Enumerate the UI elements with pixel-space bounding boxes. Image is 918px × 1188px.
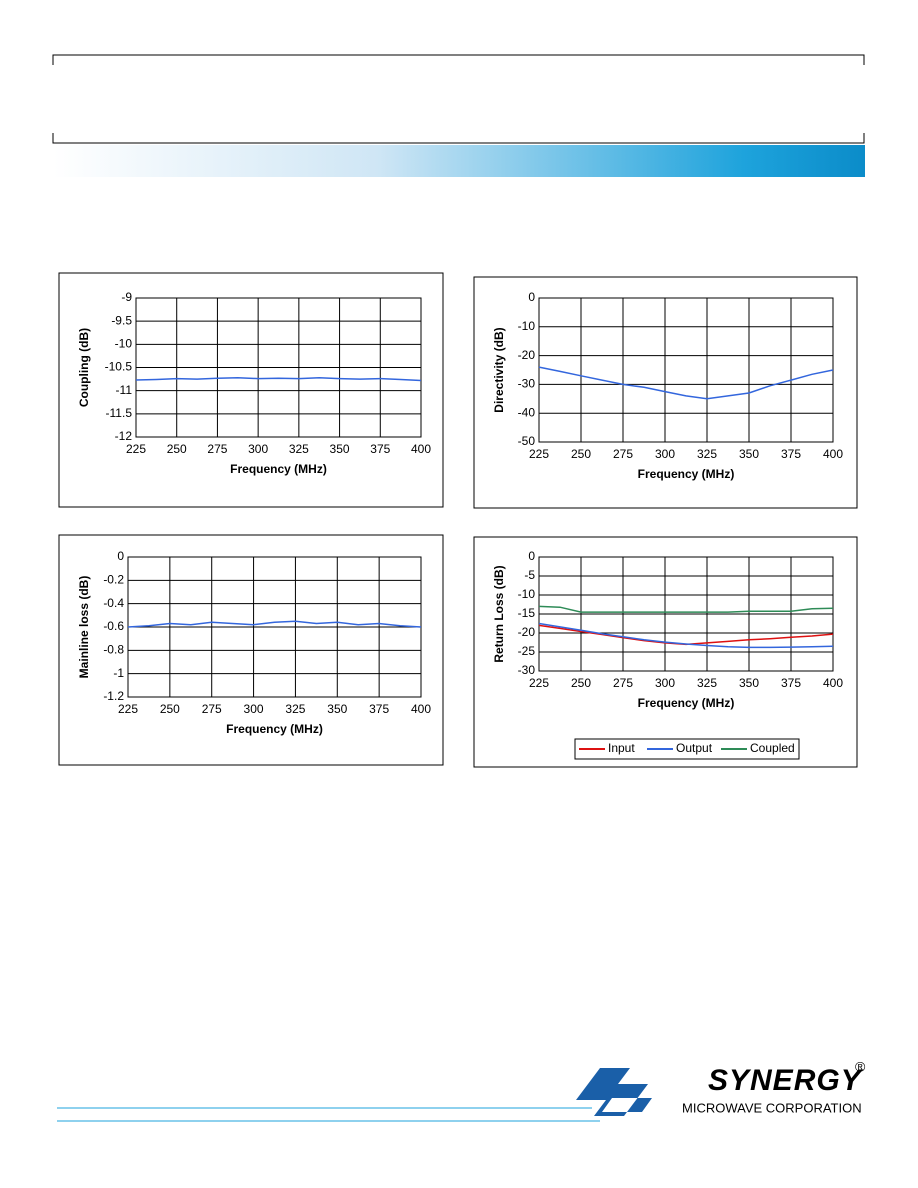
x-tick-label: 275: [613, 447, 633, 461]
y-tick-label: 0: [528, 549, 535, 563]
logo-icon: [576, 1068, 652, 1116]
y-tick-label: -11: [116, 383, 133, 397]
y-tick-label: -0.2: [103, 573, 124, 587]
x-tick-label: 375: [781, 447, 801, 461]
x-tick-label: 275: [202, 702, 222, 716]
y-tick-label: -50: [518, 434, 536, 448]
y-tick-label: -20: [518, 348, 536, 362]
x-axis-label: Frequency (MHz): [226, 722, 323, 736]
x-axis-label: Frequency (MHz): [638, 696, 735, 710]
y-tick-label: -9.5: [111, 313, 132, 327]
y-tick-label: -0.4: [103, 596, 124, 610]
legend-label: Coupled: [750, 741, 795, 755]
x-tick-label: 375: [369, 702, 389, 716]
y-tick-label: -10: [518, 319, 536, 333]
x-tick-label: 400: [823, 676, 843, 690]
x-tick-label: 275: [613, 676, 633, 690]
x-tick-label: 375: [781, 676, 801, 690]
data-line: [538, 622, 834, 649]
x-tick-label: 300: [655, 676, 675, 690]
x-tick-label: 375: [370, 442, 390, 456]
data-line: [538, 366, 834, 400]
data-line: [135, 376, 422, 382]
x-tick-label: 325: [697, 676, 717, 690]
y-tick-label: -15: [518, 606, 536, 620]
legend-frame: [574, 738, 800, 760]
footer: SYNERGY ® MICROWAVE CORPORATION: [57, 1059, 866, 1122]
x-tick-label: 325: [289, 442, 309, 456]
x-tick-label: 400: [411, 442, 431, 456]
logo-subtitle: MICROWAVE CORPORATION: [682, 1100, 862, 1115]
x-tick-label: 350: [330, 442, 350, 456]
x-tick-label: 225: [529, 676, 549, 690]
legend-label: Output: [676, 741, 713, 755]
x-tick-label: 300: [655, 447, 675, 461]
x-tick-label: 275: [207, 442, 227, 456]
legend: Input Output Coupled: [574, 738, 800, 760]
x-tick-label: 325: [285, 702, 305, 716]
y-tick-label: -11.5: [106, 406, 133, 420]
y-tick-label: -10: [115, 337, 133, 351]
data-line: [538, 605, 834, 613]
logo-name: SYNERGY: [708, 1064, 864, 1097]
y-tick-label: -12: [115, 429, 133, 443]
y-tick-label: -9: [121, 290, 132, 304]
x-tick-label: 250: [571, 447, 591, 461]
x-axis-label: Frequency (MHz): [638, 467, 735, 481]
y-tick-label: -5: [524, 568, 535, 582]
x-tick-label: 350: [739, 676, 759, 690]
x-axis-label: Frequency (MHz): [230, 462, 327, 476]
x-tick-label: 350: [739, 447, 759, 461]
y-tick-label: -30: [518, 663, 536, 677]
y-tick-label: -10.5: [105, 360, 133, 374]
y-tick-label: -25: [518, 644, 536, 658]
data-line: [127, 620, 422, 628]
y-tick-label: -0.8: [103, 643, 124, 657]
y-axis-label: Directivity (dB): [492, 327, 506, 412]
logo-mark: ®: [855, 1059, 866, 1075]
y-tick-label: -20: [518, 625, 536, 639]
x-tick-label: 225: [126, 442, 146, 456]
y-axis-label: Return Loss (dB): [492, 565, 506, 662]
x-tick-label: 325: [697, 447, 717, 461]
y-tick-label: -1: [113, 666, 124, 680]
y-tick-label: -30: [518, 377, 536, 391]
plot-area: [135, 297, 422, 438]
x-tick-label: 225: [118, 702, 138, 716]
x-tick-label: 250: [571, 676, 591, 690]
y-tick-label: 0: [117, 549, 124, 563]
x-tick-label: 250: [167, 442, 187, 456]
legend-label: Input: [608, 741, 635, 755]
x-tick-label: 400: [823, 447, 843, 461]
y-tick-label: -10: [518, 587, 536, 601]
y-tick-label: 0: [528, 290, 535, 304]
y-axis-label: Coupling (dB): [77, 328, 91, 407]
y-tick-label: -1.2: [103, 689, 124, 703]
plot-area: [538, 556, 834, 672]
y-axis-label: Mainline loss (dB): [77, 576, 91, 679]
y-tick-label: -40: [518, 405, 536, 419]
x-tick-label: 300: [244, 702, 264, 716]
x-tick-label: 350: [327, 702, 347, 716]
y-tick-label: -0.6: [103, 619, 124, 633]
x-tick-label: 250: [160, 702, 180, 716]
x-tick-label: 225: [529, 447, 549, 461]
header: [52, 54, 865, 177]
x-tick-label: 300: [248, 442, 268, 456]
x-tick-label: 400: [411, 702, 431, 716]
chart-frame: [58, 272, 444, 508]
